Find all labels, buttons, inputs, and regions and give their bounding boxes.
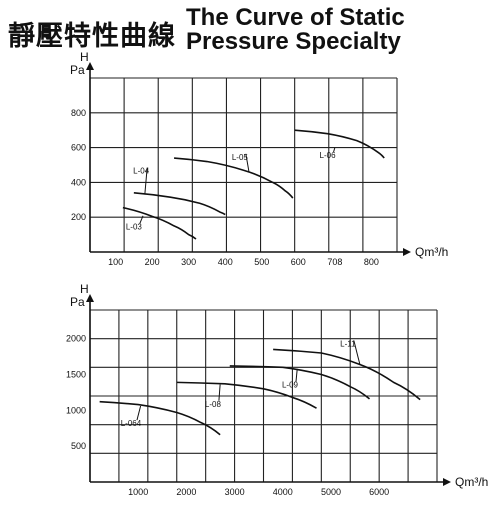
bottom-y-unit: Pa <box>70 295 85 309</box>
curve-l-11 <box>273 348 421 401</box>
bottom-y-tick-label: 500 <box>71 441 86 451</box>
curve-l-09-leader <box>295 368 298 382</box>
curve-l-06-label: L-06 <box>320 151 337 160</box>
curve-l-06-leader <box>333 147 336 153</box>
chart-title-english: The Curve of Static Pressure Specialty <box>186 6 405 54</box>
bottom-x-tick-label: 3000 <box>225 487 245 497</box>
top-y-axis-arrow <box>86 62 94 70</box>
curve-l-11-label: L-11 <box>340 340 356 349</box>
curve-l-08-leader <box>218 384 221 401</box>
bottom-x-tick-label: 2000 <box>176 487 196 497</box>
curve-l-04-label: L-04 <box>133 167 150 176</box>
bottom-x-tick-label: 5000 <box>321 487 341 497</box>
bottom-x-tick-label: 1000 <box>128 487 148 497</box>
top-x-tick-label: 200 <box>145 257 160 267</box>
curve-l-05 <box>174 157 294 199</box>
bottom-x-tick-label: 4000 <box>273 487 293 497</box>
bottom-y-axis-arrow <box>86 294 94 302</box>
curve-l-08-label: L-08 <box>205 400 222 409</box>
curve-l-064-label: L-064 <box>121 419 142 428</box>
top-y-tick-label: 800 <box>71 108 86 118</box>
curve-l-09-label: L-09 <box>282 380 299 389</box>
bottom-y-tick-label: 1500 <box>66 370 86 380</box>
chart-title-chinese: 靜壓特性曲線 <box>8 21 176 52</box>
curve-l-03 <box>122 206 197 240</box>
chart-title-english-line1: The Curve of Static <box>186 4 405 31</box>
top-y-tick-label: 200 <box>71 212 86 222</box>
curve-l-03-label: L-03 <box>126 222 143 231</box>
bottom-y-tick-label: 2000 <box>66 334 86 344</box>
top-x-axis-arrow <box>403 248 411 256</box>
top-y-tick-label: 400 <box>71 177 86 187</box>
curve-l-04-leader <box>144 167 148 195</box>
curve-l-06 <box>294 129 385 159</box>
curve-l-05-label: L-05 <box>232 153 249 162</box>
top-x-tick-label: 800 <box>364 257 379 267</box>
top-x-tick-label: 500 <box>254 257 269 267</box>
curve-l-03-leader <box>139 215 144 224</box>
top-x-unit: Qm³/h <box>415 245 448 259</box>
top-x-tick-label: 300 <box>181 257 196 267</box>
curve-l-04 <box>133 192 226 216</box>
curve-l-08 <box>176 381 317 409</box>
curve-l-05-leader <box>245 153 250 173</box>
bottom-y-unit-letter: H <box>80 282 89 296</box>
curve-l-064 <box>99 400 221 436</box>
chart-title-english-line2: Pressure Specialty <box>186 28 401 55</box>
bottom-x-unit: Qm³/h <box>455 475 488 489</box>
curve-l-11-leader <box>353 340 361 365</box>
top-y-unit-letter: H <box>80 50 89 64</box>
bottom-x-tick-label: 6000 <box>369 487 389 497</box>
bottom-x-axis-arrow <box>443 478 451 486</box>
top-x-tick-label: 708 <box>327 257 342 267</box>
top-y-unit: Pa <box>70 63 85 77</box>
bottom-y-tick-label: 1000 <box>66 405 86 415</box>
top-x-tick-label: 100 <box>108 257 123 267</box>
top-x-tick-label: 600 <box>291 257 306 267</box>
top-y-tick-label: 600 <box>71 143 86 153</box>
curve-l-064-leader <box>136 405 142 421</box>
curve-l-09 <box>229 365 371 400</box>
top-x-tick-label: 400 <box>218 257 233 267</box>
